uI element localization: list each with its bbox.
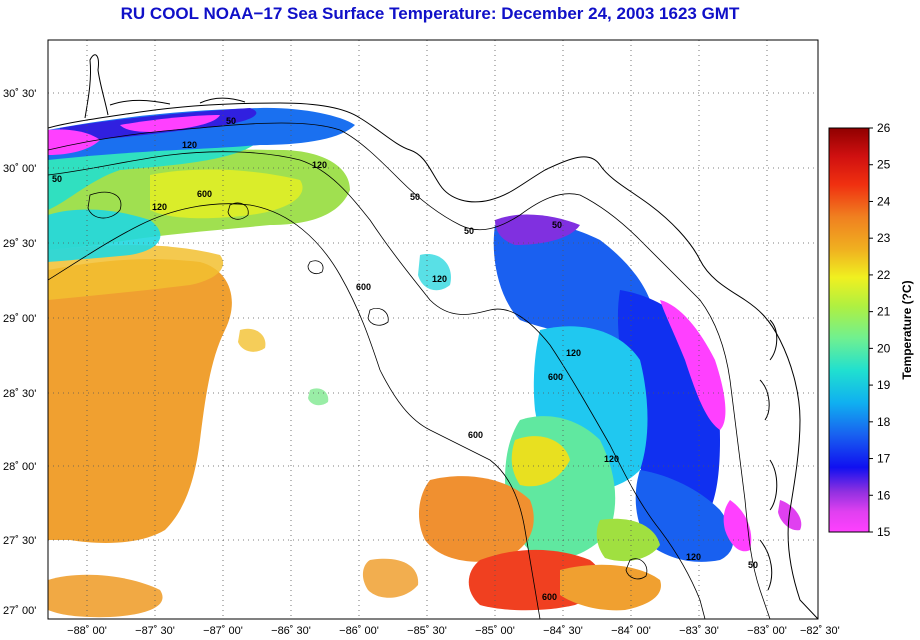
colorbar-tick-label: 17 xyxy=(877,452,891,466)
colorbar-tick-label: 21 xyxy=(877,305,891,319)
colorbar-tick-label: 26 xyxy=(877,121,891,135)
longitude-label: −87˚ 30' xyxy=(135,625,175,637)
contour-600 xyxy=(48,203,541,619)
coastline-line xyxy=(48,102,818,619)
sst-patch-north-cyan xyxy=(48,138,260,210)
longitude-label: −83˚ 30' xyxy=(679,625,719,637)
contour-label: 50 xyxy=(464,226,474,236)
sst-patch-south-west-orange xyxy=(48,574,163,618)
sst-patch-center-cyan xyxy=(418,254,451,291)
contour-detail-1 xyxy=(87,191,122,219)
longitude-label: −84˚ 30' xyxy=(543,625,583,637)
plot-frame xyxy=(47,39,819,620)
longitude-labels: −88˚ 00' −87˚ 30' −87˚ 00' −86˚ 30' −86˚… xyxy=(67,625,840,637)
latitude-labels: 30˚ 30' 30˚ 00' 29˚ 30' 29˚ 00' 28˚ 30' … xyxy=(3,88,36,617)
contour-detail-2 xyxy=(227,202,249,220)
contour-labels: 50 120 600 50 120 120 50 600 50 120 600 … xyxy=(52,116,758,602)
colorbar: 26 25 24 23 22 21 20 19 18 17 16 15 Temperature (?C… xyxy=(828,121,914,539)
contour-50 xyxy=(48,122,771,619)
colorbar-tick-label: 20 xyxy=(877,341,891,355)
contour-label: 120 xyxy=(686,552,701,562)
sst-patch-west-orange xyxy=(48,259,232,543)
colorbar-tick-label: 16 xyxy=(877,488,891,502)
sst-patch-shelf-magenta xyxy=(660,300,726,430)
latitude-label: 28˚ 30' xyxy=(3,388,36,400)
contour-label: 120 xyxy=(312,160,327,170)
sst-patch-center-green xyxy=(308,388,329,406)
latitude-label: 28˚ 00' xyxy=(3,461,36,473)
longitude-label: −82˚ 30' xyxy=(800,625,840,637)
coastline-inner-bays xyxy=(109,97,246,106)
contour-label: 50 xyxy=(748,560,758,570)
contour-label: 120 xyxy=(152,202,167,212)
contour-label: 120 xyxy=(604,454,619,464)
bathymetry-contours xyxy=(48,122,771,619)
longitude-label: −88˚ 00' xyxy=(67,625,107,637)
map-title: RU COOL NOAA−17 Sea Surface Temperature:… xyxy=(120,4,740,23)
sst-patch-west-yellow-orange xyxy=(48,245,224,300)
colorbar-tick-label: 24 xyxy=(877,194,891,208)
longitude-label: −83˚ 00' xyxy=(747,625,787,637)
latitude-label: 30˚ 00' xyxy=(3,163,36,175)
sst-field xyxy=(48,107,802,618)
coastline xyxy=(48,54,818,619)
contour-label: 50 xyxy=(226,116,236,126)
latitude-label: 29˚ 00' xyxy=(3,313,36,325)
colorbar-ramp xyxy=(828,127,870,533)
colorbar-tick-label: 25 xyxy=(877,158,891,172)
longitude-label: −86˚ 30' xyxy=(271,625,311,637)
colorbar-tick-label: 23 xyxy=(877,231,891,245)
contour-120 xyxy=(48,151,706,619)
sst-patch-bigbend-purple xyxy=(495,214,580,245)
contour-label: 600 xyxy=(468,430,483,440)
contour-label: 600 xyxy=(356,282,371,292)
contour-label: 120 xyxy=(432,274,447,284)
longitude-label: −86˚ 00' xyxy=(339,625,379,637)
colorbar-ticks: 26 25 24 23 22 21 20 19 18 17 16 15 xyxy=(869,121,891,539)
contour-label: 600 xyxy=(197,189,212,199)
sst-patch-south-orange xyxy=(418,476,534,562)
latitude-label: 29˚ 30' xyxy=(3,238,36,250)
longitude-label: −85˚ 00' xyxy=(475,625,515,637)
coastline-mobile-bay xyxy=(84,54,109,119)
contour-label: 50 xyxy=(52,174,62,184)
sst-patch-south-yellow xyxy=(511,436,570,487)
sst-patch-center-yellow xyxy=(238,328,266,352)
sst-patch-south-orange-2 xyxy=(560,564,661,611)
contour-label: 600 xyxy=(542,592,557,602)
latitude-label: 30˚ 30' xyxy=(3,88,36,100)
colorbar-tick-label: 22 xyxy=(877,268,891,282)
contour-detail-4 xyxy=(367,307,389,326)
colorbar-tick-label: 19 xyxy=(877,378,891,392)
sst-patch-center-orange xyxy=(362,558,419,598)
contour-label: 50 xyxy=(552,220,562,230)
contour-label: 50 xyxy=(410,192,420,202)
graticule xyxy=(48,40,818,619)
sst-patch-southeast-magenta xyxy=(723,500,752,552)
colorbar-title: Temperature (?C) xyxy=(900,280,914,379)
latitude-label: 27˚ 30' xyxy=(3,535,36,547)
longitude-label: −87˚ 00' xyxy=(203,625,243,637)
contour-label: 120 xyxy=(182,140,197,150)
latitude-label: 27˚ 00' xyxy=(3,605,36,617)
colorbar-tick-label: 18 xyxy=(877,415,891,429)
contour-label: 600 xyxy=(548,372,563,382)
colorbar-tick-label: 15 xyxy=(877,525,891,539)
sst-patch-north-cyan-band xyxy=(48,209,161,262)
coastline-florida-inlets xyxy=(759,319,778,591)
longitude-label: −85˚ 30' xyxy=(407,625,447,637)
sst-patch-bigbend-blue xyxy=(493,220,653,341)
contour-detail-5 xyxy=(625,558,648,580)
sst-patch-southeast-blue xyxy=(635,470,734,562)
contour-detail-3 xyxy=(307,260,324,274)
sst-patch-north-magenta-2 xyxy=(120,115,220,132)
longitude-label: −84˚ 00' xyxy=(611,625,651,637)
contour-label: 120 xyxy=(566,348,581,358)
sst-patch-north-yellow xyxy=(150,169,303,219)
